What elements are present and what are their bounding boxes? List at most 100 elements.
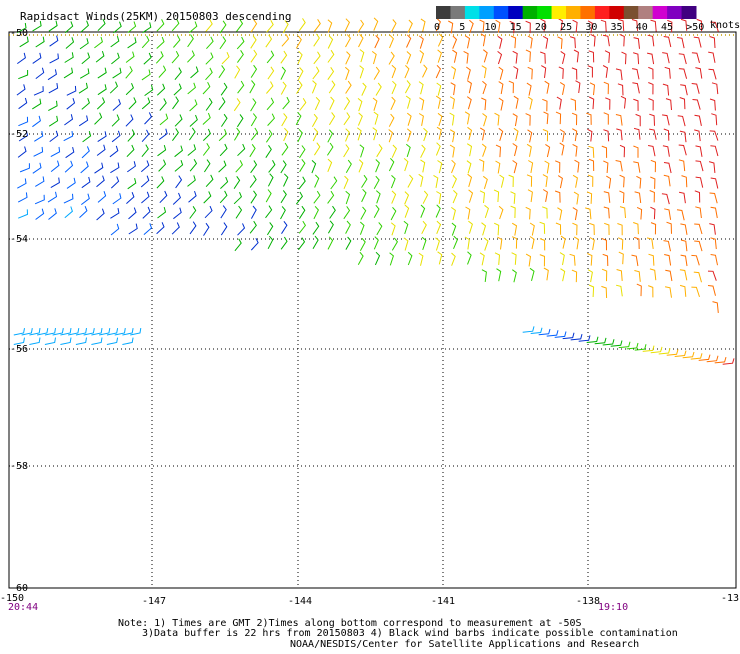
lat-label-58: -58	[10, 461, 28, 472]
color-scale-swatch	[450, 6, 466, 19]
wind-barb	[512, 50, 518, 64]
wind-barb	[570, 333, 583, 341]
wind-barb	[436, 220, 442, 234]
wind-barb	[127, 161, 136, 173]
wind-barb	[405, 95, 411, 109]
wind-barb	[298, 237, 306, 251]
wind-barb	[219, 36, 227, 50]
wind-barb	[173, 35, 181, 48]
wind-barb	[542, 206, 548, 219]
wind-barb	[233, 192, 242, 205]
wind-barb	[125, 114, 134, 127]
wind-barb	[373, 175, 380, 190]
wind-barb	[142, 206, 151, 219]
wind-barb	[453, 235, 458, 249]
wind-barb	[267, 173, 274, 187]
wind-barb	[188, 190, 197, 203]
wind-barb	[110, 162, 120, 174]
wind-barb	[376, 144, 383, 158]
color-scale-swatch	[667, 6, 683, 19]
wind-barb	[75, 328, 87, 336]
wind-barb	[482, 175, 488, 190]
wind-barb	[510, 191, 516, 204]
wind-barb	[374, 35, 380, 49]
wind-barb	[281, 113, 288, 127]
wind-barb	[603, 112, 609, 125]
wind-barb	[80, 20, 89, 33]
wind-barb	[403, 220, 409, 235]
wind-barb	[463, 50, 469, 64]
color-scale-swatch	[493, 6, 509, 19]
wind-barb	[391, 144, 397, 158]
wind-barb	[589, 82, 596, 96]
wind-barb	[677, 115, 686, 127]
wind-barb	[173, 207, 182, 220]
wind-barb	[110, 223, 120, 236]
wind-barb	[540, 51, 546, 64]
wind-barb	[679, 130, 687, 143]
wind-barb	[265, 189, 272, 203]
wind-barb	[265, 129, 273, 143]
wind-barb	[345, 236, 352, 250]
wind-barb	[632, 68, 640, 80]
wind-barb	[615, 160, 623, 172]
wind-barb	[127, 37, 137, 49]
wind-barb	[110, 35, 120, 48]
wind-barb	[437, 160, 443, 174]
wind-barb	[634, 191, 642, 204]
wind-barb	[498, 81, 504, 95]
wind-barb	[64, 160, 74, 173]
wind-barb	[157, 144, 167, 157]
wind-barb	[236, 19, 244, 32]
wind-barb	[372, 97, 378, 111]
wind-barb	[435, 204, 441, 218]
wind-barb	[79, 206, 88, 218]
wind-barb	[174, 145, 183, 158]
wind-barb	[267, 66, 275, 80]
wind-barb	[602, 34, 610, 47]
wind-barb	[96, 175, 105, 188]
wind-barb	[557, 207, 563, 221]
wind-barb	[60, 337, 72, 345]
wind-barb	[280, 236, 288, 250]
wind-barb	[648, 253, 655, 266]
wind-barb	[327, 49, 335, 63]
wind-barb	[679, 269, 688, 281]
wind-barb	[327, 35, 334, 49]
wind-barb	[130, 328, 142, 336]
wind-barb	[452, 190, 458, 204]
wind-barb	[345, 220, 351, 234]
color-scale-label: 0	[434, 22, 440, 33]
wind-barb	[558, 66, 564, 79]
wind-barb	[680, 254, 688, 267]
wind-barb	[498, 127, 504, 142]
wind-barb	[586, 336, 599, 343]
wind-barb	[633, 127, 641, 140]
wind-barb	[171, 222, 180, 235]
wind-barb	[312, 66, 320, 80]
wind-barb	[539, 254, 546, 267]
wind-barb	[171, 50, 180, 64]
wind-barb	[465, 35, 471, 49]
wind-barb	[650, 346, 663, 354]
wind-barb	[79, 68, 90, 79]
wind-barb	[529, 236, 535, 250]
wind-barb	[113, 21, 122, 34]
wind-barb	[526, 174, 533, 187]
wind-barb	[32, 20, 42, 32]
wind-barb	[695, 145, 703, 157]
wind-barb	[633, 145, 639, 158]
wind-barb	[50, 160, 60, 172]
wind-barb	[49, 35, 59, 47]
wind-barb	[678, 159, 686, 172]
wind-barb	[525, 20, 531, 34]
wind-barb	[19, 163, 30, 173]
wind-barb	[604, 222, 610, 236]
wind-barb	[512, 269, 517, 283]
wind-barb	[298, 205, 306, 219]
wind-barb	[587, 269, 593, 283]
wind-barb	[711, 82, 719, 95]
wind-barb	[250, 127, 259, 141]
wind-barb	[569, 253, 576, 266]
wind-barb	[109, 145, 119, 158]
